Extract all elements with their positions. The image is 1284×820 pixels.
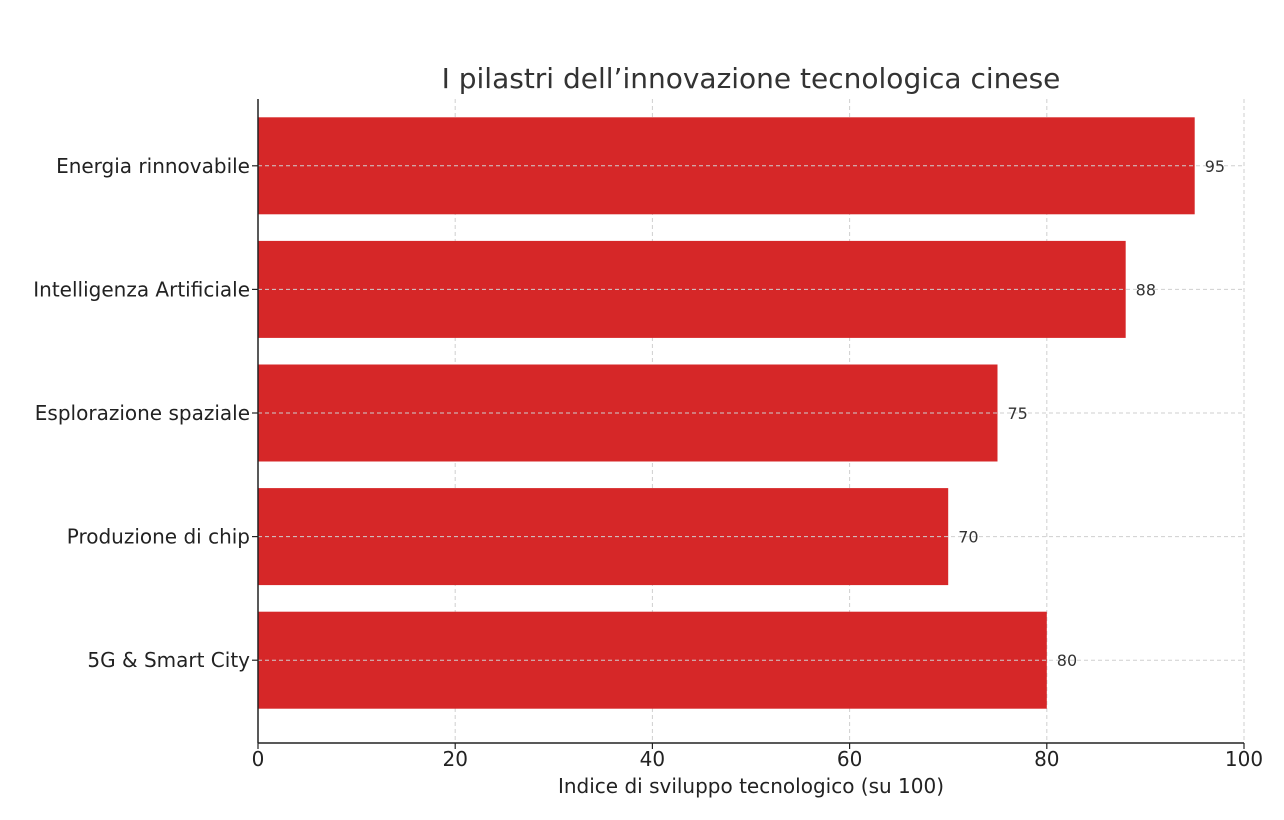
x-axis-ticks: 0 20 40 60 80 100 [252, 165, 1263, 771]
category-label: Intelligenza Artificiale [33, 277, 250, 301]
x-tick-label: 40 [640, 747, 665, 771]
x-tick-label: 0 [252, 747, 265, 771]
bar-value-label: 70 [958, 528, 978, 547]
value-labels: 95 88 75 70 80 [958, 157, 1225, 670]
bar-value-label: 88 [1136, 280, 1156, 299]
bar-value-label: 80 [1057, 651, 1077, 670]
category-label: Energia rinnovabile [56, 154, 250, 178]
axes [257, 99, 1244, 744]
x-tick-label: 100 [1225, 747, 1263, 771]
chart-title: I pilastri dell’innovazione tecnologica … [442, 62, 1061, 95]
bar [258, 364, 998, 462]
category-label: Produzione di chip [67, 525, 250, 549]
category-label: Esplorazione spaziale [35, 401, 250, 425]
bar-value-label: 95 [1205, 157, 1225, 176]
x-tick-label: 60 [837, 747, 862, 771]
bars [258, 117, 1244, 709]
x-axis-label: Indice di sviluppo tecnologico (su 100) [558, 774, 944, 798]
category-labels: Energia rinnovabile Intelligenza Artifici… [33, 154, 250, 672]
bar-value-label: 75 [1008, 404, 1028, 423]
x-tick-label: 20 [442, 747, 467, 771]
category-label: 5G & Smart City [87, 648, 250, 672]
x-tick-label: 80 [1034, 747, 1059, 771]
